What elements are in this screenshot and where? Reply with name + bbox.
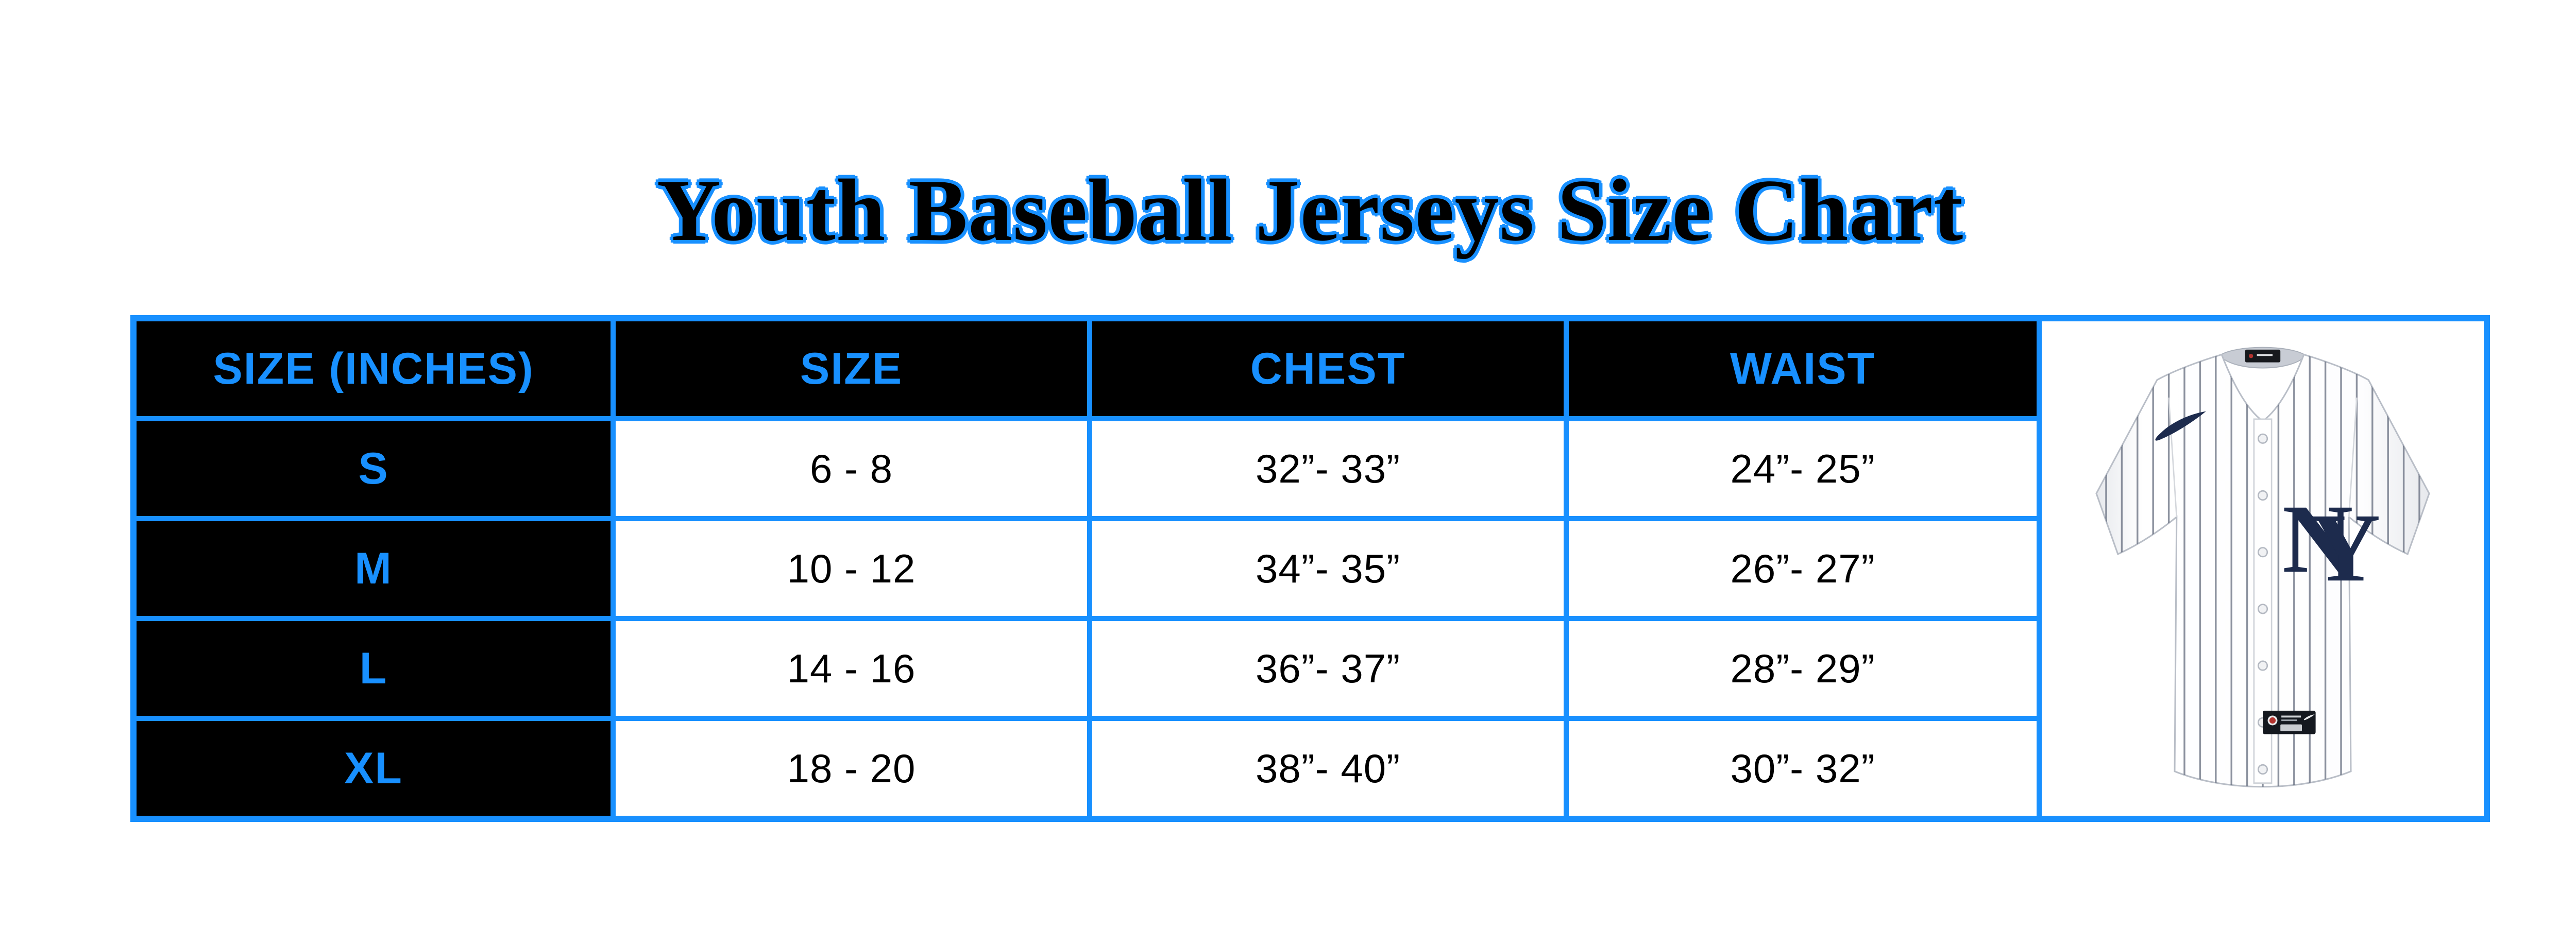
waist-cell: 30”- 32” bbox=[1569, 721, 2037, 816]
waist-cell: 28”- 29” bbox=[1569, 621, 2037, 716]
size-label-cell: XL bbox=[137, 721, 611, 816]
sleeve-seam-left bbox=[2168, 397, 2178, 517]
sleeve-seam-right bbox=[2348, 397, 2358, 517]
header-cell-size: SIZE bbox=[616, 321, 1087, 416]
header-cell-chest: CHEST bbox=[1092, 321, 1564, 416]
size-range-cell: 6 - 8 bbox=[616, 421, 1087, 516]
ny-logo-y: Y bbox=[2310, 494, 2380, 602]
waist-cell: 26”- 27” bbox=[1569, 521, 2037, 616]
waist-cell: 24”- 25” bbox=[1569, 421, 2037, 516]
collar-tag-text-line bbox=[2257, 353, 2273, 356]
size-label-cell: M bbox=[137, 521, 611, 616]
chest-cell: 36”- 37” bbox=[1092, 621, 1564, 716]
size-label-cell: S bbox=[137, 421, 611, 516]
jersey-image-panel: N Y bbox=[2042, 321, 2484, 816]
ny-logo-n: N bbox=[2282, 485, 2353, 593]
page-title: Youth Baseball Jerseys Size Chart bbox=[656, 162, 1964, 260]
chest-cell: 32”- 33” bbox=[1092, 421, 1564, 516]
header-cell-size-inches: SIZE (INCHES) bbox=[137, 321, 611, 416]
chest-cell: 38”- 40” bbox=[1092, 721, 1564, 816]
chest-cell: 34”- 35” bbox=[1092, 521, 1564, 616]
ny-logo: N Y bbox=[2282, 485, 2380, 602]
jock-tag bbox=[2263, 710, 2316, 734]
yankees-pinstripe-jersey-image: N Y bbox=[2095, 347, 2430, 787]
size-range-cell: 14 - 16 bbox=[616, 621, 1087, 716]
header-cell-waist: WAIST bbox=[1569, 321, 2037, 416]
size-chart-table: SIZE (INCHES) SIZE CHEST WAIST bbox=[130, 315, 2490, 822]
collar-tag-mlb-dot bbox=[2249, 353, 2253, 358]
nike-swoosh-icon bbox=[2155, 411, 2206, 441]
size-label-cell: L bbox=[137, 621, 611, 716]
size-range-cell: 18 - 20 bbox=[616, 721, 1087, 816]
size-range-cell: 10 - 12 bbox=[616, 521, 1087, 616]
